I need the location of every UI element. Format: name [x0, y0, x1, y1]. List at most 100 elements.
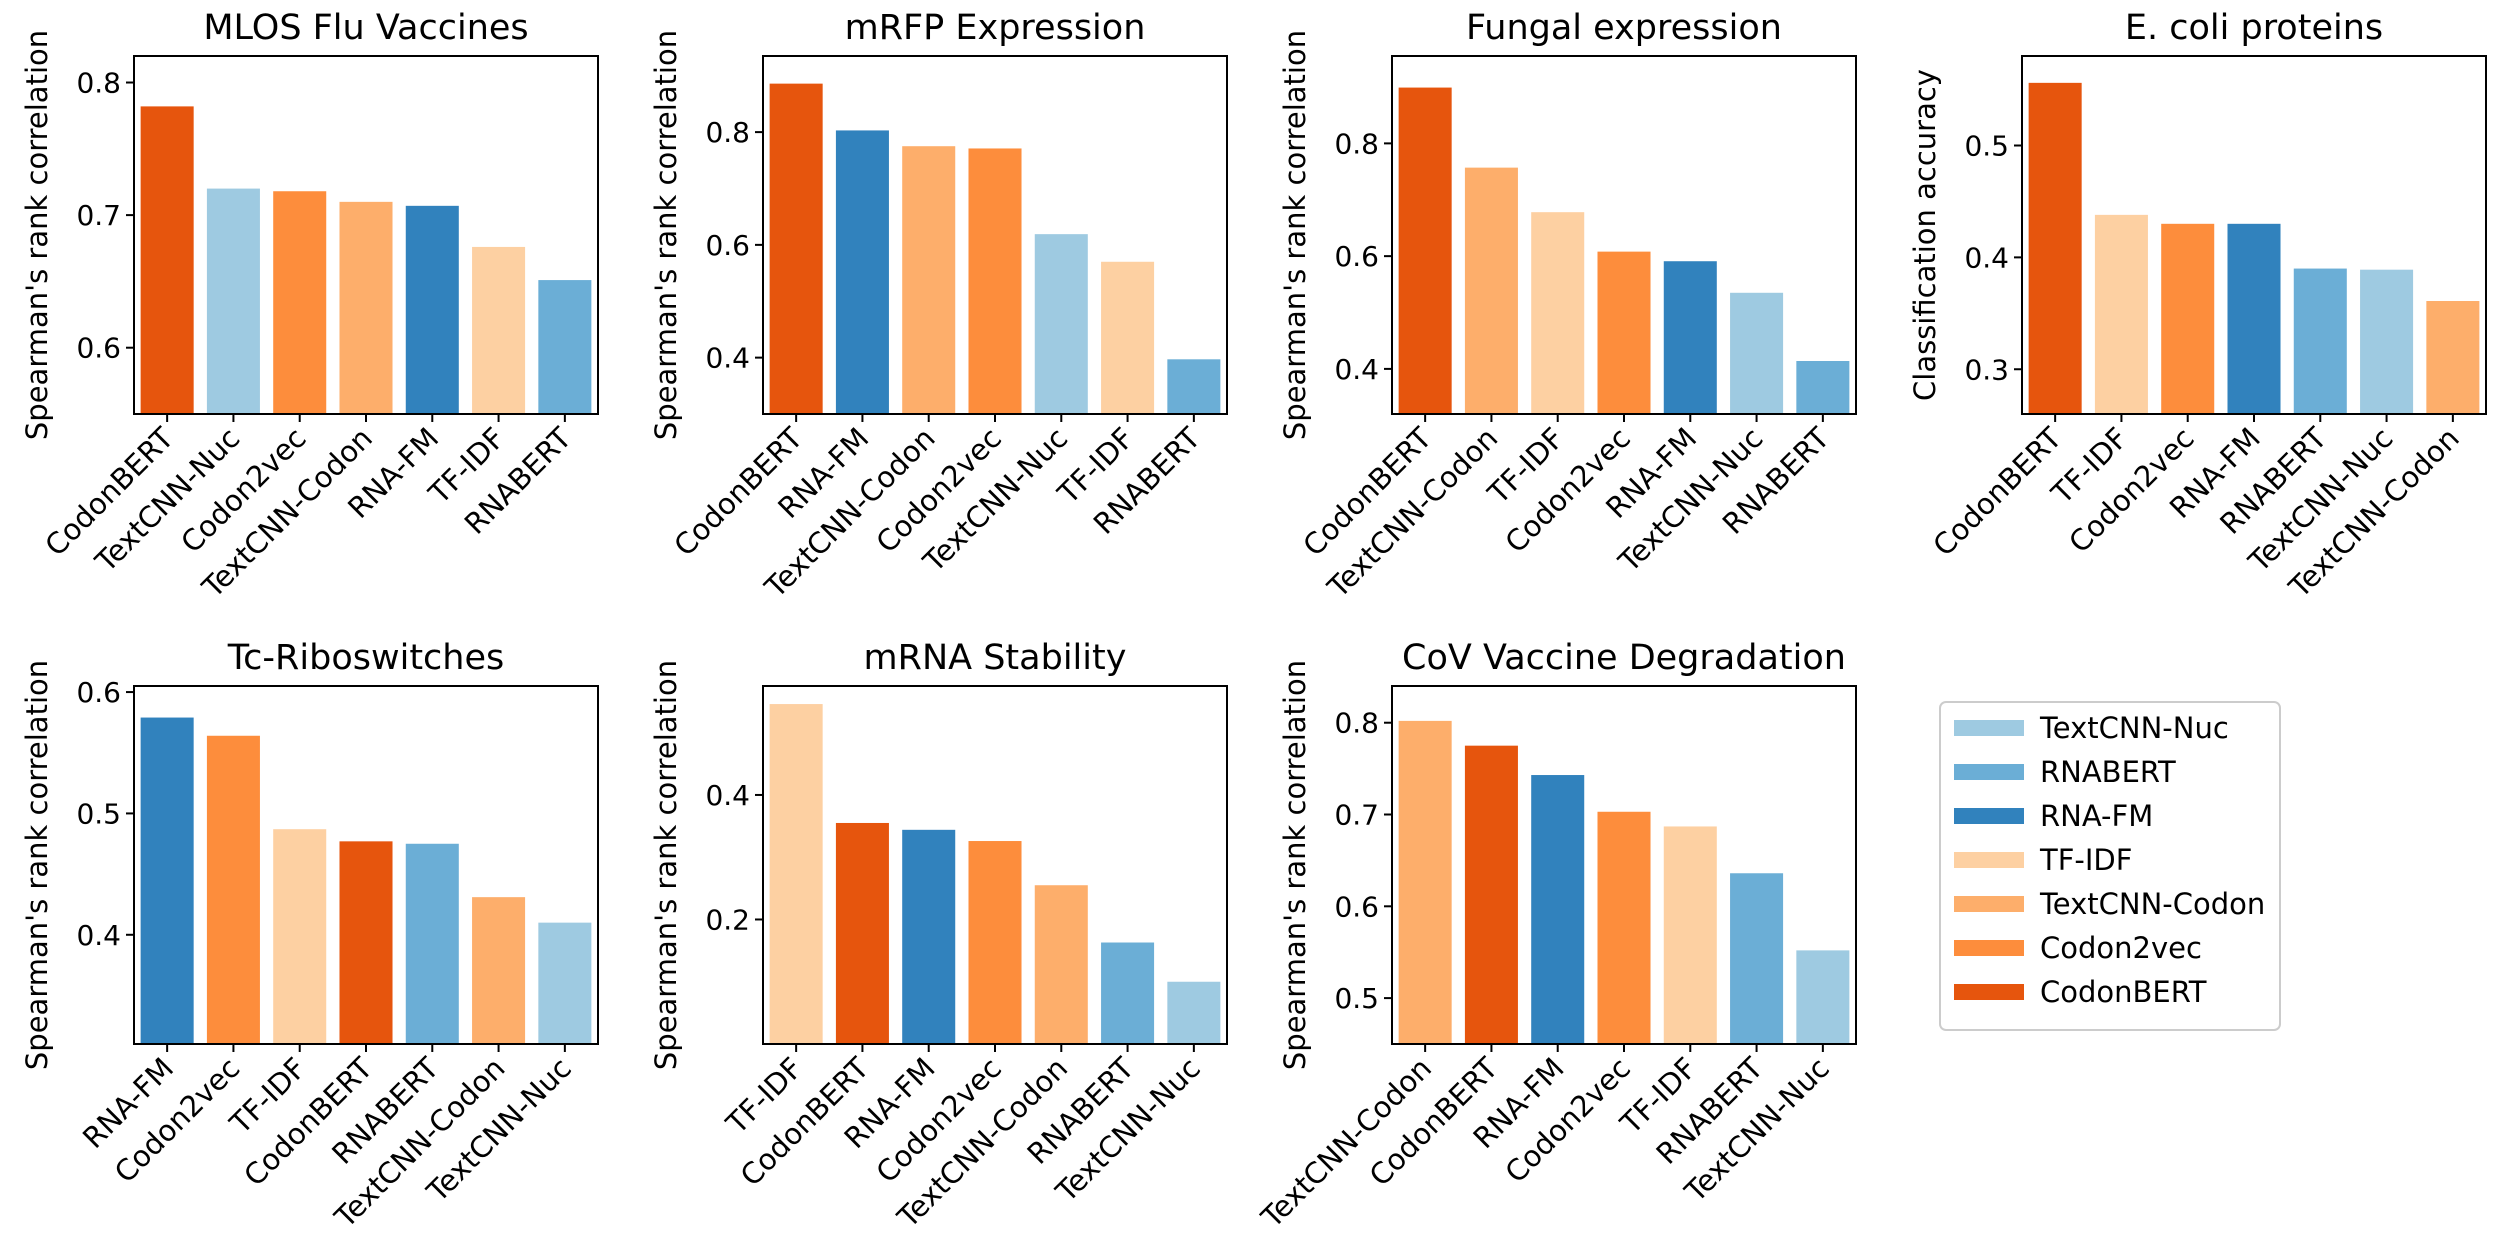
- bar-textcnn-nuc: [206, 188, 260, 414]
- bar-textcnn-codon: [1034, 885, 1088, 1044]
- bar-rnabert: [1167, 359, 1221, 414]
- y-tick-label: 0.8: [76, 67, 121, 100]
- y-axis-label: Spearman's rank correlation: [649, 30, 683, 440]
- panel-title: E. coli proteins: [2125, 8, 2383, 48]
- panel-mrfp-expression: 0.40.60.8CodonBERTRNA-FMTextCNN-CodonCod…: [649, 8, 1228, 605]
- y-tick-label: 0.5: [76, 797, 121, 830]
- bar-tf-idf: [2094, 214, 2148, 414]
- bar-textcnn-nuc: [1167, 981, 1221, 1044]
- y-tick-label: 0.5: [1964, 130, 2009, 163]
- bar-textcnn-nuc: [2360, 269, 2414, 414]
- bar-codon2vec: [273, 191, 327, 414]
- bar-rna-fm: [835, 130, 889, 415]
- panel-title: Tc-Riboswitches: [227, 638, 504, 678]
- y-tick-label: 0.4: [705, 342, 750, 375]
- y-axis-label: Classification accuracy: [1908, 69, 1942, 401]
- y-tick-label: 0.2: [705, 903, 750, 936]
- bar-codon2vec: [1597, 251, 1651, 414]
- y-tick-label: 0.7: [1334, 799, 1379, 832]
- legend-label: RNABERT: [2040, 755, 2176, 789]
- bar-textcnn-codon: [2426, 301, 2480, 414]
- bar-codonbert: [2028, 82, 2082, 414]
- y-axis-label: Spearman's rank correlation: [1278, 30, 1312, 440]
- legend-label: Codon2vec: [2040, 931, 2202, 965]
- bar-tf-idf: [1531, 212, 1585, 414]
- bar-tf-idf: [273, 829, 327, 1044]
- legend-swatch-textcnn-nuc: [1954, 720, 2024, 736]
- bar-rnabert: [1730, 873, 1784, 1044]
- bar-codon2vec: [968, 841, 1022, 1044]
- y-tick-label: 0.4: [705, 779, 750, 812]
- legend-swatch-tf-idf: [1954, 852, 2024, 868]
- panel-title: mRFP Expression: [845, 8, 1146, 48]
- y-tick-label: 0.4: [1964, 241, 2009, 274]
- x-tick-label: CodonBERT: [1926, 421, 2068, 563]
- bar-rnabert: [405, 843, 459, 1044]
- y-tick-label: 0.8: [1334, 127, 1379, 160]
- bar-textcnn-codon: [902, 146, 956, 414]
- bar-rna-fm: [1531, 775, 1585, 1044]
- y-tick-label: 0.6: [76, 676, 121, 709]
- bar-textcnn-codon: [1464, 167, 1518, 414]
- legend-swatch-rna-fm: [1954, 808, 2024, 824]
- chart-panels: 0.6 0.7 0.8 CodonBERT TextCNN-Nuc Codon2vec Te…: [20, 8, 2487, 1235]
- y-tick-label: 0.4: [76, 919, 121, 952]
- bar-textcnn-nuc: [538, 922, 592, 1044]
- legend-swatch-rnabert: [1954, 764, 2024, 780]
- panel-e-coli-proteins: 0.30.40.5CodonBERTTF-IDFCodon2vecRNA-FMR…: [1908, 8, 2487, 605]
- panel-mlos-flu-vaccines: 0.60.70.8CodonBERTTextCNN-NucCodon2vecTe…: [20, 8, 599, 605]
- legend-label: CodonBERT: [2040, 975, 2207, 1009]
- legend-swatch-codonbert: [1954, 984, 2024, 1000]
- bar-rna-fm: [140, 717, 194, 1044]
- panel-title: CoV Vaccine Degradation: [1402, 638, 1846, 678]
- panel-title: Fungal expression: [1466, 8, 1782, 48]
- bar-codonbert: [1398, 87, 1452, 414]
- y-axis-label: Spearman's rank correlation: [649, 660, 683, 1070]
- panel-title: MLOS Flu Vaccines: [203, 8, 528, 48]
- y-axis-label: Spearman's rank correlation: [20, 660, 54, 1070]
- bar-codon2vec: [2161, 223, 2215, 414]
- legend-swatch-textcnn-codon: [1954, 896, 2024, 912]
- y-tick-label: 0.6: [705, 229, 750, 262]
- bar-codonbert: [835, 822, 889, 1044]
- bar-rnabert: [1796, 361, 1850, 414]
- legend-label: RNA-FM: [2040, 799, 2153, 833]
- y-tick-label: 0.3: [1964, 353, 2009, 386]
- bar-textcnn-nuc: [1730, 292, 1784, 414]
- bar-codon2vec: [968, 148, 1022, 414]
- bar-tf-idf: [1101, 261, 1155, 414]
- bar-tf-idf: [1663, 826, 1717, 1044]
- legend-box: [1939, 701, 2281, 1031]
- bar-rna-fm: [2227, 223, 2281, 414]
- y-axis-label: Spearman's rank correlation: [20, 30, 54, 440]
- bar-rna-fm: [1663, 261, 1717, 414]
- bar-rnabert: [2293, 268, 2347, 414]
- legend-label: TextCNN-Nuc: [2039, 711, 2229, 745]
- legend-label: TextCNN-Codon: [2039, 887, 2265, 921]
- bar-textcnn-codon: [472, 897, 526, 1044]
- legend-swatch-codon2vec: [1954, 940, 2024, 956]
- bar-codonbert: [1464, 745, 1518, 1044]
- y-tick-label: 0.5: [1334, 982, 1379, 1015]
- bar-rna-fm: [405, 205, 459, 414]
- bar-codonbert: [140, 106, 194, 414]
- y-axis-label: Spearman's rank correlation: [1278, 660, 1312, 1070]
- bar-textcnn-nuc: [1796, 950, 1850, 1044]
- bar-textcnn-codon: [339, 201, 393, 414]
- y-tick-label: 0.6: [1334, 890, 1379, 923]
- y-tick-label: 0.4: [1334, 353, 1379, 386]
- panel-mrna-stability: 0.20.4TF-IDFCodonBERTRNA-FMCodon2vecText…: [649, 638, 1228, 1235]
- y-tick-label: 0.7: [76, 199, 121, 232]
- bar-textcnn-codon: [1398, 720, 1452, 1044]
- y-tick-label: 0.8: [705, 116, 750, 149]
- bar-rna-fm: [902, 829, 956, 1044]
- bar-codon2vec: [1597, 811, 1651, 1044]
- bar-codonbert: [339, 841, 393, 1044]
- y-tick-label: 0.6: [1334, 240, 1379, 273]
- panel-tc-riboswitches: 0.40.50.6RNA-FMCodon2vecTF-IDFCodonBERTR…: [20, 638, 599, 1235]
- panel-title: mRNA Stability: [864, 638, 1127, 678]
- legend: TextCNN-Nuc RNABERT RNA-FM TF-IDF TextCNN-Co…: [1939, 701, 2281, 1031]
- bar-rnabert: [538, 280, 592, 414]
- bar-tf-idf: [472, 246, 526, 414]
